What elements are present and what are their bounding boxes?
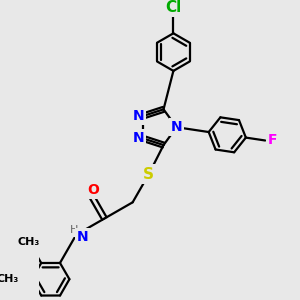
Text: O: O bbox=[87, 182, 99, 197]
Text: N: N bbox=[132, 109, 144, 123]
Text: Cl: Cl bbox=[165, 0, 182, 15]
Text: CH₃: CH₃ bbox=[0, 274, 19, 284]
Text: S: S bbox=[143, 167, 155, 182]
Text: F: F bbox=[268, 134, 278, 148]
Text: H: H bbox=[70, 225, 79, 236]
Text: N: N bbox=[132, 131, 144, 145]
Text: CH₃: CH₃ bbox=[18, 237, 40, 247]
Text: N: N bbox=[171, 120, 182, 134]
Text: N: N bbox=[77, 230, 88, 244]
